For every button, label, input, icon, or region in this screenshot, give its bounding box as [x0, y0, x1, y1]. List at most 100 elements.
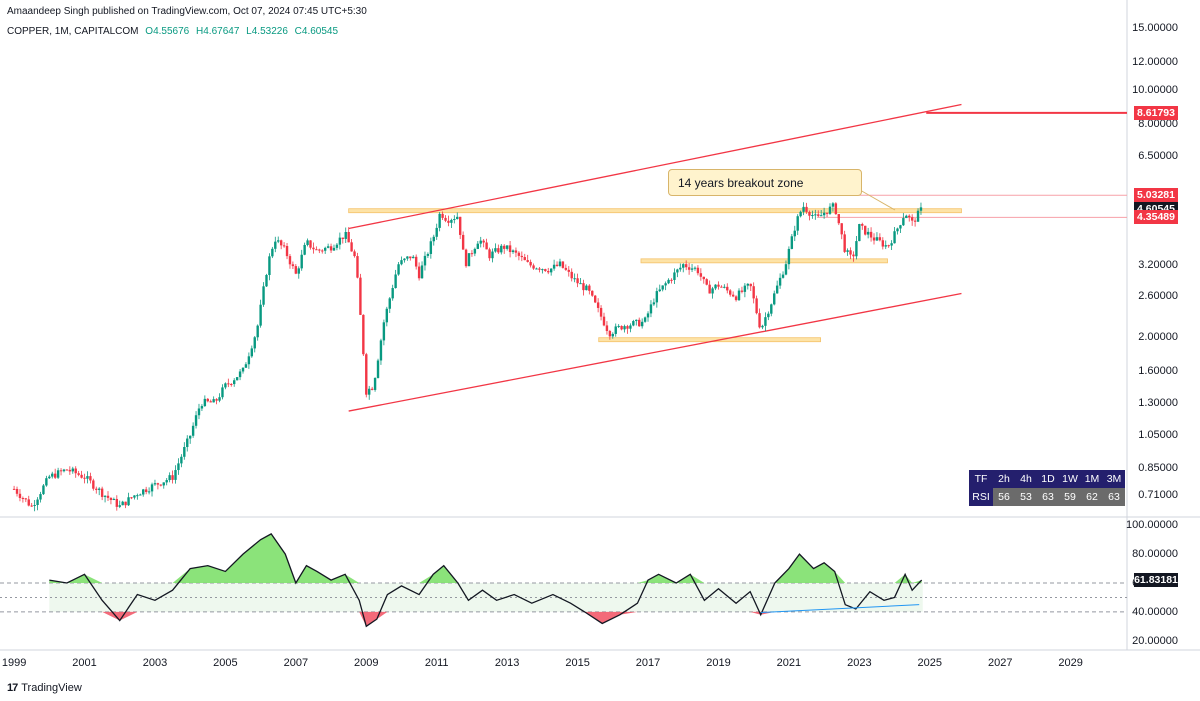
year-tick-label: 2025 — [917, 657, 943, 669]
price-tick-label: 1.30000 — [1138, 396, 1178, 409]
price-candle — [723, 286, 726, 288]
price-candle — [643, 317, 647, 322]
price-candle — [62, 469, 66, 472]
price-candle — [368, 388, 371, 395]
price-candle — [159, 484, 163, 486]
price-candle — [778, 277, 782, 286]
price-candle — [74, 468, 77, 474]
price-candle — [476, 243, 480, 249]
rsi-divergence-line — [760, 604, 920, 614]
price-candle — [282, 245, 286, 247]
price-candle — [233, 380, 236, 385]
price-candle — [541, 269, 544, 271]
price-candle — [893, 231, 896, 244]
price-candle — [731, 294, 735, 297]
price-candle — [585, 285, 588, 291]
price-candle — [300, 254, 303, 269]
price-candle — [53, 473, 57, 478]
price-candle — [864, 225, 867, 235]
price-candle — [905, 215, 908, 219]
price-candle — [297, 268, 300, 274]
price-candle — [852, 254, 855, 257]
price-tick-label: 0.71000 — [1138, 489, 1178, 502]
price-candle — [773, 293, 776, 305]
price-candle — [353, 251, 356, 257]
price-candle — [221, 387, 224, 398]
rsi-table-tf: 2h — [993, 470, 1015, 488]
price-candle — [552, 264, 556, 269]
price-candle — [420, 265, 424, 279]
price-candle — [150, 484, 154, 492]
price-candle — [136, 495, 139, 497]
price-marker-label: 8.61793 — [1134, 105, 1178, 120]
price-candle — [473, 248, 477, 254]
price-candle — [274, 241, 277, 249]
symbol-header: COPPER, 1M, CAPITALCOM O4.55676 H4.67647… — [7, 26, 342, 37]
rsi-overbought-fill — [49, 533, 922, 583]
price-candle — [544, 269, 547, 272]
price-candle — [171, 475, 174, 480]
price-candle — [693, 267, 697, 269]
price-candle — [849, 250, 852, 255]
price-candle — [438, 213, 441, 228]
price-candle — [315, 249, 318, 251]
price-candle — [127, 497, 130, 506]
price-candle — [655, 291, 659, 303]
price-candle — [456, 216, 459, 220]
price-candle — [761, 325, 764, 328]
price-candle — [819, 215, 823, 217]
price-candle — [33, 504, 36, 506]
price-candle — [658, 289, 661, 292]
price-candle — [720, 286, 723, 288]
price-candle — [417, 266, 421, 279]
price-candle — [511, 250, 515, 253]
price-candle — [588, 285, 591, 291]
price-candle — [711, 288, 714, 294]
price-candle — [212, 399, 215, 403]
price-candle — [547, 271, 550, 273]
price-candle — [359, 277, 362, 315]
price-candle — [872, 237, 876, 241]
price-candle — [414, 256, 418, 267]
price-candle — [109, 497, 113, 500]
price-candle — [679, 267, 682, 270]
price-candle — [729, 290, 732, 295]
price-tick-label: 8.00000 — [1138, 118, 1178, 131]
price-candle — [567, 269, 570, 272]
price-candle — [834, 203, 838, 215]
price-candle — [51, 473, 54, 477]
price-candle — [197, 408, 201, 416]
price-candle — [71, 468, 74, 472]
price-tick-label: 1.60000 — [1138, 364, 1178, 377]
price-tick-label: 2.60000 — [1138, 290, 1178, 303]
price-candle — [144, 489, 148, 492]
price-candle — [919, 207, 923, 211]
rsi-value-label: 61.83181 — [1134, 573, 1178, 588]
price-candle — [362, 314, 365, 355]
price-candle — [605, 325, 609, 331]
price-candle — [878, 237, 882, 241]
price-candle — [623, 326, 626, 330]
price-candle — [508, 245, 512, 253]
symbol-name[interactable]: COPPER, 1M, CAPITALCOM — [7, 26, 139, 37]
price-candle — [21, 498, 25, 500]
price-candle — [811, 214, 814, 216]
price-candle — [156, 483, 160, 485]
price-candle — [106, 495, 110, 498]
price-candle — [573, 278, 576, 280]
price-candle — [726, 286, 729, 291]
price-candle — [412, 256, 415, 259]
price-candle — [488, 249, 491, 259]
tradingview-brand[interactable]: 17 TradingView — [7, 682, 82, 694]
rsi-table-value: 62 — [1081, 488, 1103, 506]
price-candle — [121, 501, 124, 506]
price-candle — [699, 273, 703, 277]
price-candle — [180, 456, 183, 464]
price-candle — [27, 499, 30, 506]
price-candle — [256, 325, 259, 338]
price-candle — [191, 425, 195, 436]
price-tick-label: 12.00000 — [1132, 56, 1178, 69]
breakout-annotation[interactable]: 14 years breakout zone — [668, 169, 862, 196]
year-tick-label: 2013 — [494, 657, 520, 669]
